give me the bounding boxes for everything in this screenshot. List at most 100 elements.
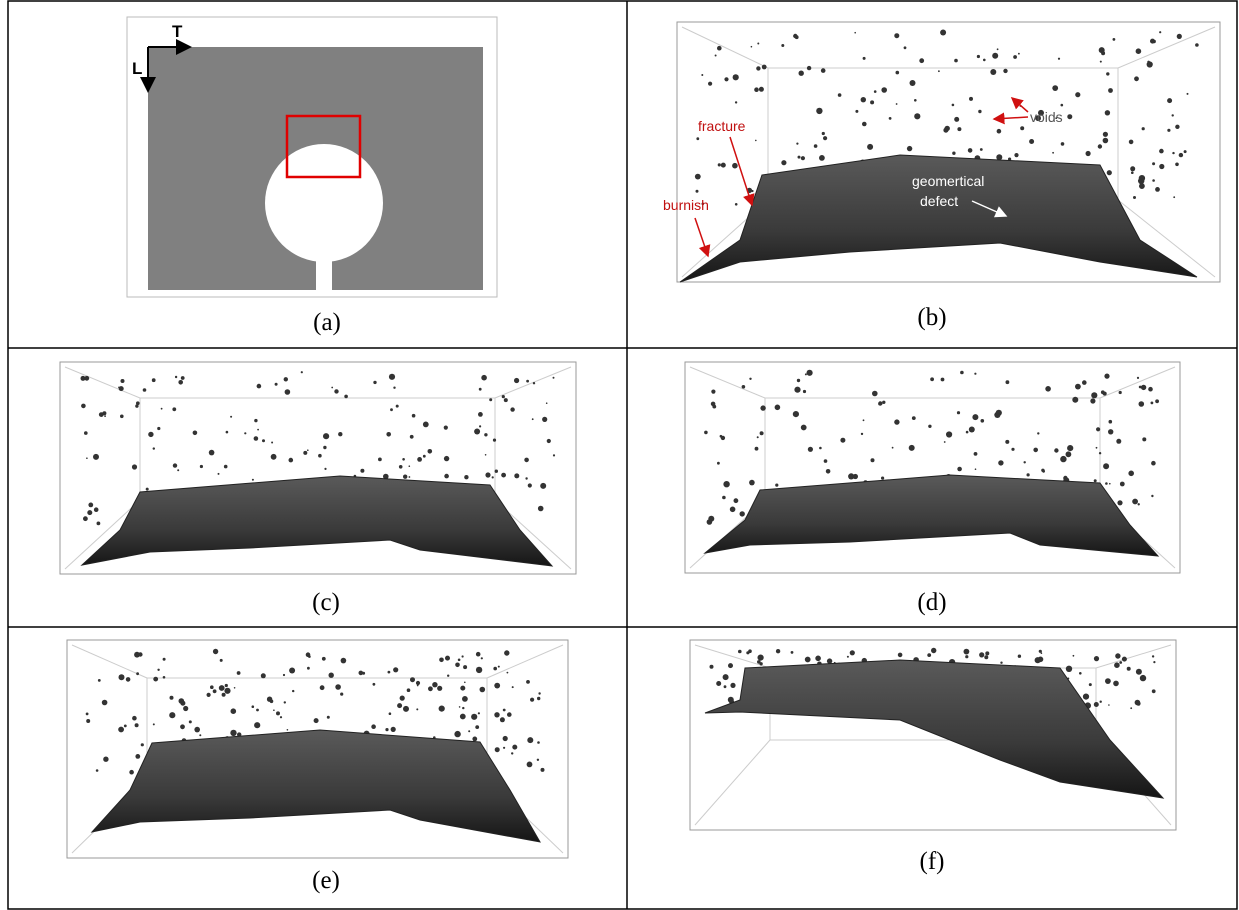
void-dot	[904, 46, 907, 49]
void-dot	[118, 387, 120, 389]
void-dot	[412, 414, 416, 418]
void-dot	[776, 649, 780, 653]
void-dot	[271, 454, 277, 460]
void-dot	[734, 498, 739, 503]
void-dot	[371, 724, 376, 729]
void-dot	[504, 398, 508, 402]
void-dot	[498, 666, 500, 668]
void-dot	[88, 503, 93, 508]
void-dot	[985, 651, 989, 655]
void-dot	[494, 712, 499, 717]
void-dot	[1129, 140, 1134, 145]
void-dot	[1151, 495, 1153, 497]
void-dot	[1152, 689, 1156, 693]
void-dot	[892, 447, 894, 449]
void-dot	[219, 685, 225, 691]
figure: T L fracture voids burnish geomertical d…	[0, 0, 1239, 910]
void-dot	[983, 59, 986, 62]
void-dot	[157, 427, 160, 430]
void-dot	[1100, 61, 1102, 63]
void-dot	[445, 656, 450, 661]
void-dot	[815, 656, 821, 662]
void-dot	[696, 190, 699, 193]
void-dot	[762, 65, 767, 70]
void-dot	[231, 708, 237, 714]
void-dot	[1058, 58, 1060, 60]
void-dot	[1103, 132, 1108, 137]
void-dot	[1147, 61, 1150, 64]
void-dot	[943, 128, 948, 133]
void-dot	[1003, 69, 1007, 73]
void-dot	[173, 463, 177, 467]
void-dot	[721, 163, 726, 168]
void-dot	[941, 378, 945, 382]
void-dot	[996, 410, 1002, 416]
void-dot	[781, 44, 784, 47]
void-dot	[938, 70, 940, 72]
void-dot	[292, 690, 294, 692]
void-dot	[386, 432, 391, 437]
void-dot	[1108, 88, 1113, 93]
void-dot	[199, 734, 201, 736]
void-dot	[954, 117, 959, 122]
void-dot	[1152, 179, 1155, 182]
void-dot	[1172, 114, 1174, 116]
void-dot	[526, 680, 530, 684]
void-dot	[81, 404, 86, 409]
void-dot	[455, 663, 460, 668]
void-dot	[968, 148, 973, 153]
void-dot	[444, 474, 449, 479]
void-dot	[1179, 153, 1183, 157]
void-dot	[331, 387, 333, 389]
void-dot	[990, 69, 996, 75]
void-dot	[1072, 397, 1078, 403]
void-dot	[180, 701, 185, 706]
void-dot	[946, 431, 952, 437]
panel-label: (d)	[917, 589, 946, 616]
void-dot	[755, 140, 757, 142]
void-dot	[710, 665, 714, 669]
void-dot	[546, 402, 548, 404]
void-dot	[732, 163, 738, 169]
void-dot	[1167, 129, 1170, 132]
void-dot	[126, 677, 131, 682]
void-dot	[289, 458, 294, 463]
void-dot	[797, 379, 800, 382]
void-dot	[132, 716, 137, 721]
void-dot	[134, 652, 140, 658]
void-dot	[218, 473, 220, 475]
void-dot	[537, 697, 540, 700]
void-dot	[462, 696, 468, 702]
void-dot	[102, 411, 106, 415]
void-dot	[1175, 125, 1179, 129]
void-dot	[503, 736, 508, 741]
void-dot	[952, 104, 955, 107]
void-dot	[169, 712, 175, 718]
void-dot	[399, 465, 403, 469]
void-dot	[393, 667, 398, 672]
void-dot	[1104, 374, 1109, 379]
void-dot	[964, 649, 970, 655]
void-dot	[1119, 661, 1122, 664]
void-dot	[397, 703, 402, 708]
void-dot	[1142, 437, 1146, 441]
void-dot	[84, 376, 89, 381]
void-dot	[98, 679, 101, 682]
void-dot	[838, 93, 842, 97]
void-dot	[344, 395, 348, 399]
void-dot	[1128, 471, 1134, 477]
void-dot	[153, 447, 155, 449]
void-dot	[724, 77, 728, 81]
void-dot	[161, 408, 163, 410]
void-dot	[723, 674, 729, 680]
void-dot	[540, 483, 546, 489]
void-dot	[400, 696, 405, 701]
void-dot	[307, 667, 310, 670]
void-dot	[1150, 39, 1155, 44]
void-dot	[494, 683, 500, 689]
void-dot	[83, 516, 88, 521]
void-dot	[867, 144, 873, 150]
void-dot	[1029, 139, 1034, 144]
defect-label-2: defect	[920, 193, 958, 209]
void-dot	[861, 433, 863, 435]
